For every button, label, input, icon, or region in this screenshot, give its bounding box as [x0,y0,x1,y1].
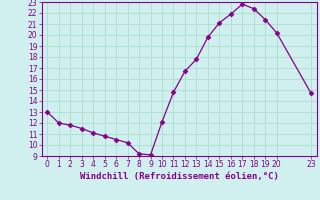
X-axis label: Windchill (Refroidissement éolien,°C): Windchill (Refroidissement éolien,°C) [80,172,279,181]
